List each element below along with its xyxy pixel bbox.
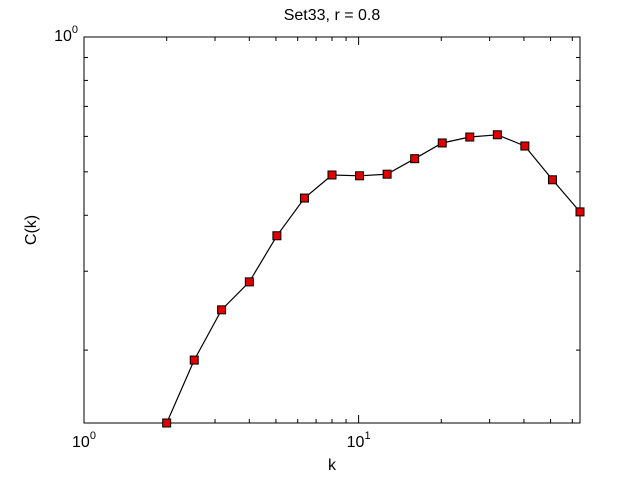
series-line: [166, 134, 581, 424]
y-axis-label: C(k): [23, 215, 40, 245]
marker: [465, 132, 475, 142]
marker: [299, 193, 309, 203]
marker: [244, 277, 254, 287]
marker: [492, 130, 502, 140]
y-tick-label: 100: [54, 24, 78, 45]
marker: [410, 154, 420, 164]
marker: [520, 141, 530, 151]
marker: [382, 169, 392, 179]
marker: [189, 355, 199, 365]
marker: [437, 138, 447, 148]
marker: [575, 207, 585, 217]
chart-title: Set33, r = 0.8: [284, 7, 381, 24]
marker: [327, 170, 337, 180]
marker: [355, 171, 365, 181]
x-tick-label: 101: [347, 430, 371, 451]
marker: [217, 305, 227, 315]
x-axis-label: k: [328, 457, 337, 474]
x-tick-label: 100: [72, 430, 96, 451]
marker: [272, 231, 282, 241]
marker: [547, 175, 557, 185]
marker: [162, 418, 172, 428]
